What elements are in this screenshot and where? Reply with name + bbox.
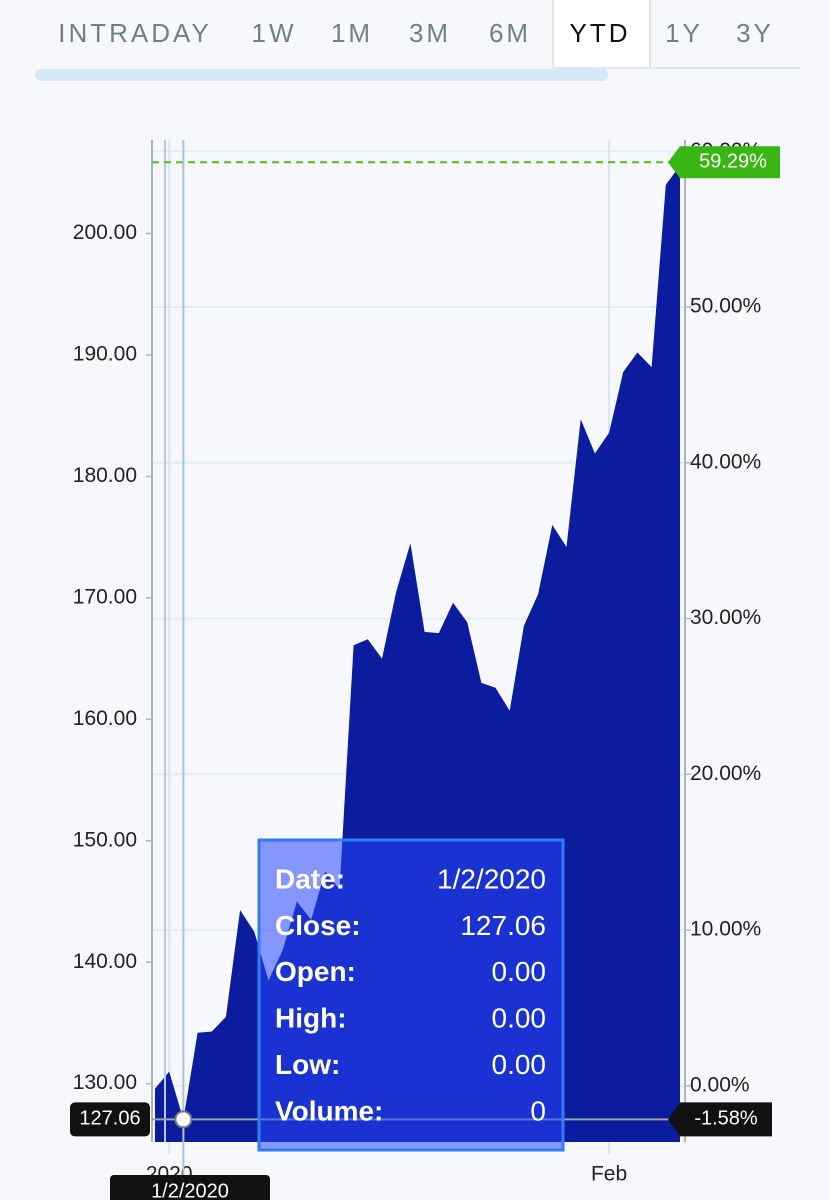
- y2-tick-label: 20.00%: [690, 762, 761, 785]
- tooltip-value: 127.06: [460, 910, 546, 941]
- y-tick-label: 190.00: [73, 343, 137, 366]
- tooltip-value: 0.00: [492, 1049, 547, 1080]
- tooltip-label: Volume:: [275, 1095, 383, 1126]
- tab[interactable]: 1W: [252, 18, 297, 48]
- tab[interactable]: YTD: [570, 18, 631, 48]
- tab[interactable]: 3M: [409, 18, 451, 48]
- y2-tick-label: 10.00%: [690, 918, 761, 941]
- tooltip-label: Open:: [275, 956, 356, 987]
- y-tick-label: 180.00: [73, 464, 137, 487]
- tooltip-value: 0.00: [492, 956, 547, 987]
- last-change-label: 59.29%: [699, 151, 767, 173]
- tab[interactable]: 3Y: [736, 18, 774, 48]
- last-change-badge: [668, 146, 780, 179]
- y2-tick-label: 40.00%: [690, 450, 761, 473]
- tooltip-value: 1/2/2020: [437, 863, 546, 894]
- tab-selected-box: [552, 0, 651, 69]
- y-tick-label: 140.00: [73, 950, 137, 973]
- tab[interactable]: INTRADAY: [58, 18, 212, 48]
- date-badge: [110, 1175, 270, 1200]
- tab-scroll: [35, 69, 608, 81]
- y-tick-label: 160.00: [73, 707, 137, 730]
- tooltip-label: High:: [275, 1003, 347, 1034]
- tooltip-label: Close:: [275, 910, 361, 941]
- change-label: -1.58%: [694, 1108, 758, 1130]
- crosshair-dot: [174, 1110, 193, 1129]
- tooltip-label: Date:: [275, 863, 345, 894]
- tooltip-value: 0: [530, 1095, 546, 1126]
- y2-tick-label: 0.00%: [690, 1073, 750, 1096]
- date-label: 1/2/2020: [151, 1180, 229, 1200]
- tooltip-value: 0.00: [492, 1003, 547, 1034]
- price-label: 127.06: [79, 1108, 140, 1130]
- tooltip: [257, 838, 565, 1152]
- tab[interactable]: 6M: [489, 18, 531, 48]
- change-badge: [668, 1102, 772, 1137]
- y-tick-label: 130.00: [73, 1071, 137, 1094]
- price-badge: [70, 1102, 150, 1137]
- y-tick-label: 200.00: [73, 221, 137, 244]
- y-tick-label: 170.00: [73, 585, 137, 608]
- tab[interactable]: 1M: [331, 18, 373, 48]
- tab[interactable]: 1Y: [665, 18, 703, 48]
- y-tick-label: 150.00: [73, 828, 137, 851]
- y2-tick-label: 50.00%: [690, 295, 761, 318]
- tooltip-label: Low:: [275, 1049, 340, 1080]
- y2-tick-label: 30.00%: [690, 606, 761, 629]
- x-tick-label: Feb: [591, 1163, 627, 1186]
